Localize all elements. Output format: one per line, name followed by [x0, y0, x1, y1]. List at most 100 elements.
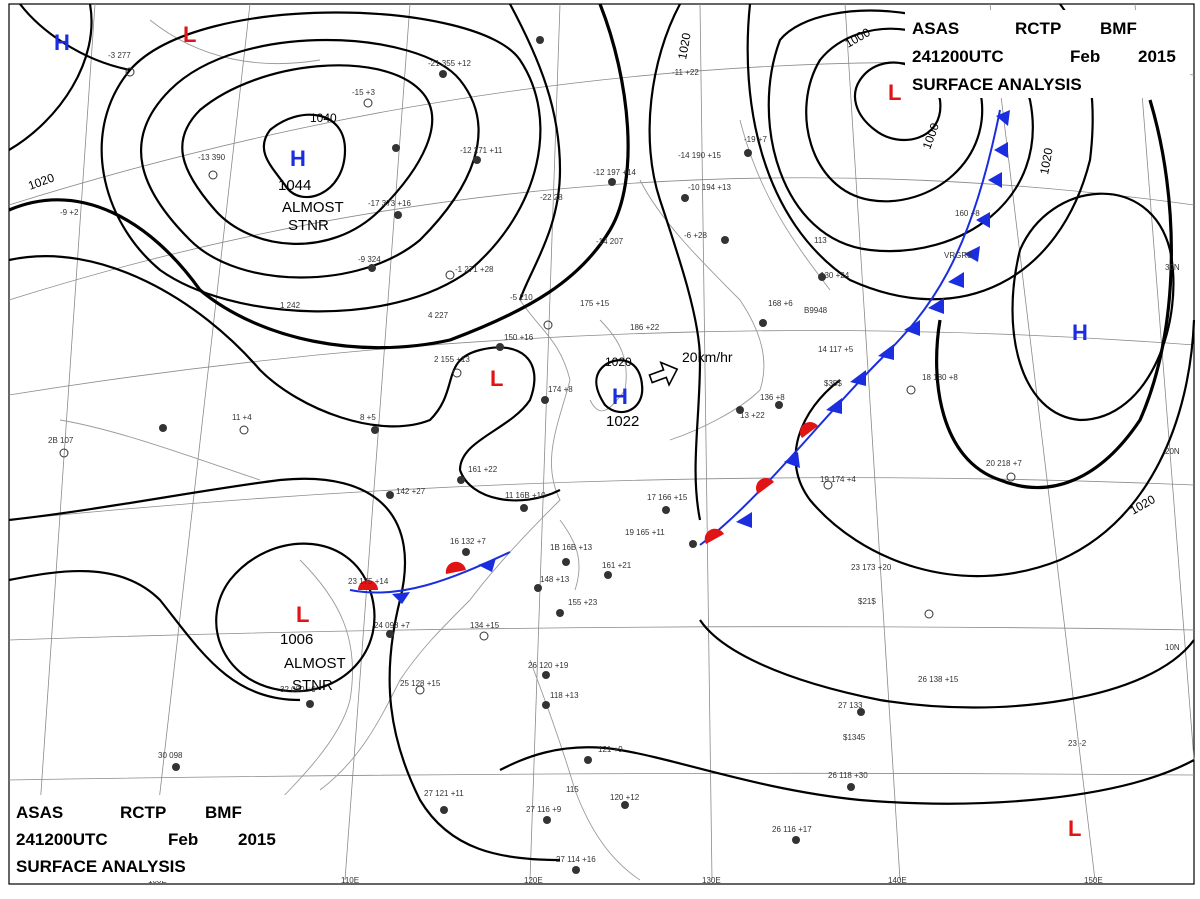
low-symbol: L: [490, 366, 503, 391]
longitude-label: 140E: [888, 876, 907, 885]
station-text: 4 227: [428, 311, 449, 320]
station-text: 1 242: [280, 301, 301, 310]
station-text: 1B 16B +13: [550, 543, 593, 552]
station-text: -10 194 +13: [688, 183, 731, 192]
station-text: 160 +8: [955, 209, 980, 218]
station-text: 161 +22: [468, 465, 498, 474]
station-text: 118 +13: [550, 691, 579, 700]
station-text: 26 138 +15: [918, 675, 959, 684]
station-text: 8 +5: [360, 413, 376, 422]
warm-front-symbol: [358, 580, 378, 590]
low-symbol: L: [183, 22, 196, 47]
station-text: 130 +24: [820, 271, 850, 280]
longitude-label: 120E: [524, 876, 543, 885]
station-text: 18 180 +8: [922, 373, 958, 382]
header-time: 241200UTC: [912, 47, 1004, 66]
header-title: SURFACE ANALYSIS: [912, 75, 1082, 94]
station-text: -14 207: [596, 237, 624, 246]
station-text: -19 +7: [744, 135, 767, 144]
longitude-label: 130E: [702, 876, 721, 885]
station-text: 113: [814, 236, 827, 245]
pressure-value: 1022: [606, 413, 639, 430]
station-text: 11 16B +10: [505, 491, 546, 500]
movement-note: STNR: [292, 677, 333, 694]
cold-front-symbol: [948, 272, 964, 288]
cold-front-symbol: [928, 298, 944, 314]
station-text: -5 210: [510, 293, 533, 302]
header-top: ASAS RCTP BMF 241200UTC Feb 2015 SURFACE…: [905, 10, 1190, 98]
station-text: 148 +13: [540, 575, 570, 584]
stationary-front-east: [699, 109, 1010, 546]
isobar-1020-korea: [595, 359, 644, 414]
station-text: -13 390: [198, 153, 226, 162]
station-text: $35$: [824, 379, 842, 388]
low-symbol: L: [1068, 816, 1081, 841]
isobar-label: 1040: [310, 111, 337, 125]
movement-note: ALMOST: [284, 655, 346, 672]
header-office: BMF: [205, 803, 242, 822]
header-year: 2015: [1138, 47, 1176, 66]
station-text: -6 +28: [684, 231, 707, 240]
station-text: 115: [566, 785, 579, 794]
header-time: 241200UTC: [16, 830, 108, 849]
station-data: -3 277 -21 355 +12 -15 +3 -13 390 -17 37…: [48, 51, 1087, 864]
coastlines: [59, 19, 831, 881]
station-text: 32 080 +9: [280, 685, 316, 694]
station-text: 150 +16: [504, 333, 534, 342]
station-text: B9948: [804, 306, 828, 315]
station-text: 186 +22: [630, 323, 660, 332]
cold-front-symbol: [904, 320, 920, 336]
pressure-value: 1006: [280, 631, 313, 648]
cold-front-symbol: [826, 398, 842, 414]
warm-front-symbol: [756, 478, 774, 494]
station-text: 14 117 +5: [818, 345, 854, 354]
header-station: RCTP: [1015, 19, 1061, 38]
high-symbol: H: [54, 30, 70, 55]
station-text: 27 114 +16: [556, 855, 596, 864]
latitude-label: 30N: [1165, 263, 1180, 272]
high-symbol: H: [1072, 320, 1088, 345]
station-text: 26 120 +19: [528, 661, 569, 670]
header-station: RCTP: [120, 803, 166, 822]
header-title: SURFACE ANALYSIS: [16, 857, 186, 876]
motion-speed: 20km/hr: [682, 349, 733, 365]
latitude-label: 20N: [1165, 447, 1180, 456]
latitude-label: 10N: [1165, 643, 1180, 652]
station-text: 25 128 +15: [400, 679, 441, 688]
station-text: 30 098: [158, 751, 183, 760]
station-text: 23 173 +20: [851, 563, 892, 572]
station-text: 27 133: [838, 701, 863, 710]
station-text: 19 165 +11: [625, 528, 665, 537]
cold-front-symbol: [736, 512, 752, 528]
station-text: 168 +6: [768, 299, 793, 308]
pressure-value: 1044: [278, 177, 311, 194]
motion-vector: 20km/hr: [648, 349, 733, 387]
station-text: 134 +15: [470, 621, 500, 630]
station-text: -15 +3: [352, 88, 375, 97]
station-text: 120 +12: [610, 793, 640, 802]
warm-front-symbol: [704, 528, 724, 544]
isobar-indochina-inner: [215, 542, 376, 693]
warm-front-symbol: [445, 561, 466, 574]
station-text: -1 271 +28: [455, 265, 494, 274]
longitude-label: 150E: [1084, 876, 1103, 885]
station-text: 26 118 +30: [828, 771, 868, 780]
station-text: 121 +9: [598, 745, 623, 754]
isobars: [8, 3, 1196, 862]
right-arrow-icon: [648, 360, 679, 387]
isobar-label: 1020: [675, 31, 693, 60]
header-bottom: ASAS RCTP BMF 241200UTC Feb 2015 SURFACE…: [12, 795, 297, 881]
cold-front-symbol: [976, 212, 990, 228]
station-text: -9 324: [358, 255, 381, 264]
station-text: VRGR3: [944, 251, 972, 260]
station-text: 27 116 +9: [526, 805, 562, 814]
station-text: 155 +23: [568, 598, 598, 607]
station-text: 23 175 +14: [348, 577, 389, 586]
station-text: 136 +8: [760, 393, 785, 402]
station-text: 142 +27: [396, 487, 426, 496]
movement-note: ALMOST: [282, 199, 344, 216]
station-text: -14 190 +15: [678, 151, 721, 160]
header-month: Feb: [1070, 47, 1100, 66]
station-text: -21 355 +12: [428, 59, 471, 68]
station-text: -3 277: [108, 51, 131, 60]
